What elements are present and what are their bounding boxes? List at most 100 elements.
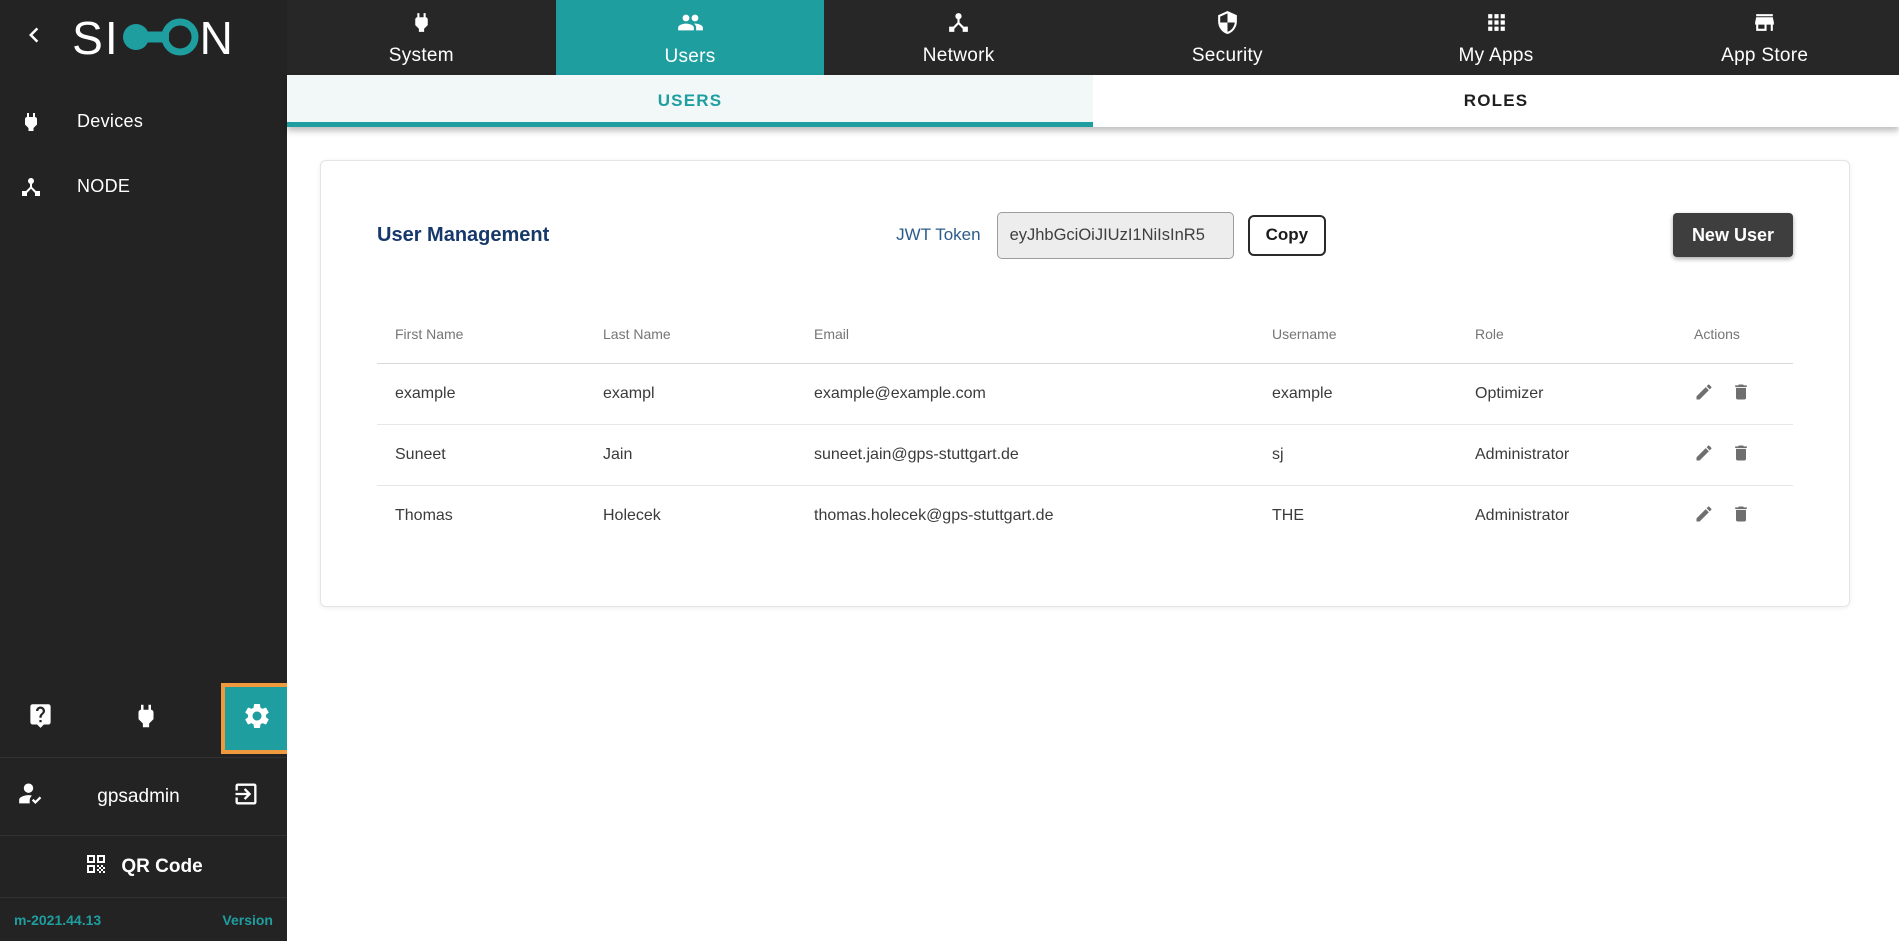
sicon-logo: SI N	[56, 11, 251, 64]
usb-status-button[interactable]	[124, 696, 168, 740]
sidebar-item-label: NODE	[77, 176, 131, 196]
sidebar-item-node[interactable]: NODE	[0, 154, 287, 219]
sidebar-item-label: Devices	[77, 111, 144, 131]
table-row: Thomas Holecek thomas.holecek@gps-stuttg…	[377, 485, 1793, 546]
node-icon	[946, 10, 971, 40]
nav-tab-users[interactable]: Users	[555, 0, 825, 75]
version-row: m-2021.44.13 Version	[0, 897, 287, 941]
cell-username: sj	[1254, 424, 1457, 486]
users-table: First Name Last Name Email Username Role…	[377, 305, 1793, 546]
cell-email: suneet.jain@gps-stuttgart.de	[796, 424, 1254, 486]
gear-icon	[242, 701, 272, 736]
qr-code-button[interactable]: QR Code	[0, 835, 287, 897]
nav-tab-label: Security	[1191, 45, 1263, 66]
column-header-first-name: First Name	[377, 305, 585, 364]
tab-users[interactable]: USERS	[287, 75, 1093, 127]
pencil-icon	[1694, 382, 1714, 405]
nav-tab-label: Network	[922, 45, 995, 66]
help-button[interactable]	[18, 696, 62, 740]
edit-user-button[interactable]	[1694, 504, 1714, 527]
table-row: example exampl example@example.com examp…	[377, 363, 1793, 425]
help-icon	[27, 702, 54, 734]
logo-text-suffix: N	[199, 11, 235, 64]
jwt-token-label: JWT Token	[896, 225, 981, 244]
sidebar-user-row: gpsadmin	[0, 757, 287, 835]
pencil-icon	[1694, 504, 1714, 527]
nav-tab-network[interactable]: Network	[824, 0, 1093, 75]
page-title: User Management	[377, 223, 550, 246]
logout-icon	[232, 780, 260, 813]
settings-button[interactable]	[221, 682, 292, 754]
sidebar-item-devices[interactable]: Devices	[0, 89, 287, 154]
sidebar: SI N Devices	[0, 0, 292, 941]
column-header-username: Username	[1254, 305, 1457, 364]
apps-grid-icon	[1484, 10, 1509, 40]
sidebar-menu: Devices NODE	[0, 75, 287, 219]
cell-email: example@example.com	[796, 363, 1254, 425]
copy-button[interactable]: Copy	[1247, 214, 1327, 256]
delete-user-button[interactable]	[1731, 382, 1751, 405]
sidebar-footer-icons	[0, 679, 292, 757]
group-icon	[677, 9, 704, 41]
delete-user-button[interactable]	[1731, 443, 1751, 466]
shield-icon	[1215, 10, 1240, 40]
tab-roles[interactable]: ROLES	[1463, 91, 1529, 110]
trash-icon	[1731, 382, 1751, 405]
sub-tab-bar: USERS ROLES	[287, 75, 1899, 127]
nav-tab-security[interactable]: Security	[1093, 0, 1362, 75]
cell-first-name: Thomas	[395, 506, 453, 524]
user-management-card: User Management JWT Token Copy New User …	[320, 160, 1850, 607]
edit-user-button[interactable]	[1694, 382, 1714, 405]
cell-first-name: example	[377, 363, 585, 425]
logout-button[interactable]	[231, 782, 261, 812]
delete-user-button[interactable]	[1731, 504, 1751, 527]
chevron-left-icon	[19, 20, 49, 55]
main-area: System Users Network Security	[287, 0, 1899, 941]
back-button[interactable]	[12, 16, 56, 60]
nav-tab-my-apps[interactable]: My Apps	[1362, 0, 1631, 75]
card-header: User Management JWT Token Copy New User	[377, 211, 1793, 259]
node-icon	[18, 175, 44, 199]
cell-role: Administrator	[1457, 424, 1676, 486]
cell-email: thomas.holecek@gps-stuttgart.de	[814, 506, 1054, 524]
sidebar-header: SI N	[0, 0, 287, 75]
column-header-last-name: Last Name	[585, 305, 796, 364]
version-value: m-2021.44.13	[14, 911, 102, 928]
trash-icon	[1731, 443, 1751, 466]
table-header-row: First Name Last Name Email Username Role…	[377, 305, 1793, 364]
nav-tab-label: Users	[664, 46, 716, 67]
jwt-token-input[interactable]	[996, 211, 1234, 259]
nav-tab-label: My Apps	[1458, 45, 1534, 66]
column-header-role: Role	[1457, 305, 1676, 364]
plug-icon	[409, 10, 434, 40]
page-content: User Management JWT Token Copy New User …	[287, 127, 1899, 941]
cell-last-name: exampl	[585, 363, 796, 425]
cell-role: Optimizer	[1457, 363, 1676, 425]
store-icon	[1752, 10, 1777, 40]
column-header-email: Email	[796, 305, 1254, 364]
trash-icon	[1731, 504, 1751, 527]
pencil-icon	[1694, 443, 1714, 466]
table-row: Suneet Jain suneet.jain@gps-stuttgart.de…	[377, 424, 1793, 486]
sidebar-spacer	[0, 219, 287, 679]
logged-in-username: gpsadmin	[97, 785, 180, 807]
qr-code-icon	[84, 852, 108, 882]
cell-last-name: Jain	[585, 424, 796, 486]
usb-plug-icon	[131, 701, 161, 736]
cell-username: example	[1254, 363, 1457, 425]
nav-tab-label: App Store	[1721, 45, 1809, 66]
plug-icon	[18, 110, 44, 134]
jwt-token-group: JWT Token Copy	[896, 211, 1327, 259]
nav-tab-label: System	[388, 45, 454, 66]
cell-username: THE	[1272, 506, 1304, 524]
cell-first-name: Suneet	[377, 424, 585, 486]
edit-user-button[interactable]	[1694, 443, 1714, 466]
new-user-button[interactable]: New User	[1672, 213, 1793, 257]
logo-link-icon	[120, 11, 200, 64]
cell-last-name: Holecek	[603, 506, 661, 524]
nav-tab-app-store[interactable]: App Store	[1630, 0, 1899, 75]
top-navigation: System Users Network Security	[287, 0, 1899, 75]
logo-text-prefix: SI	[72, 11, 120, 64]
nav-tab-system[interactable]: System	[287, 0, 556, 75]
